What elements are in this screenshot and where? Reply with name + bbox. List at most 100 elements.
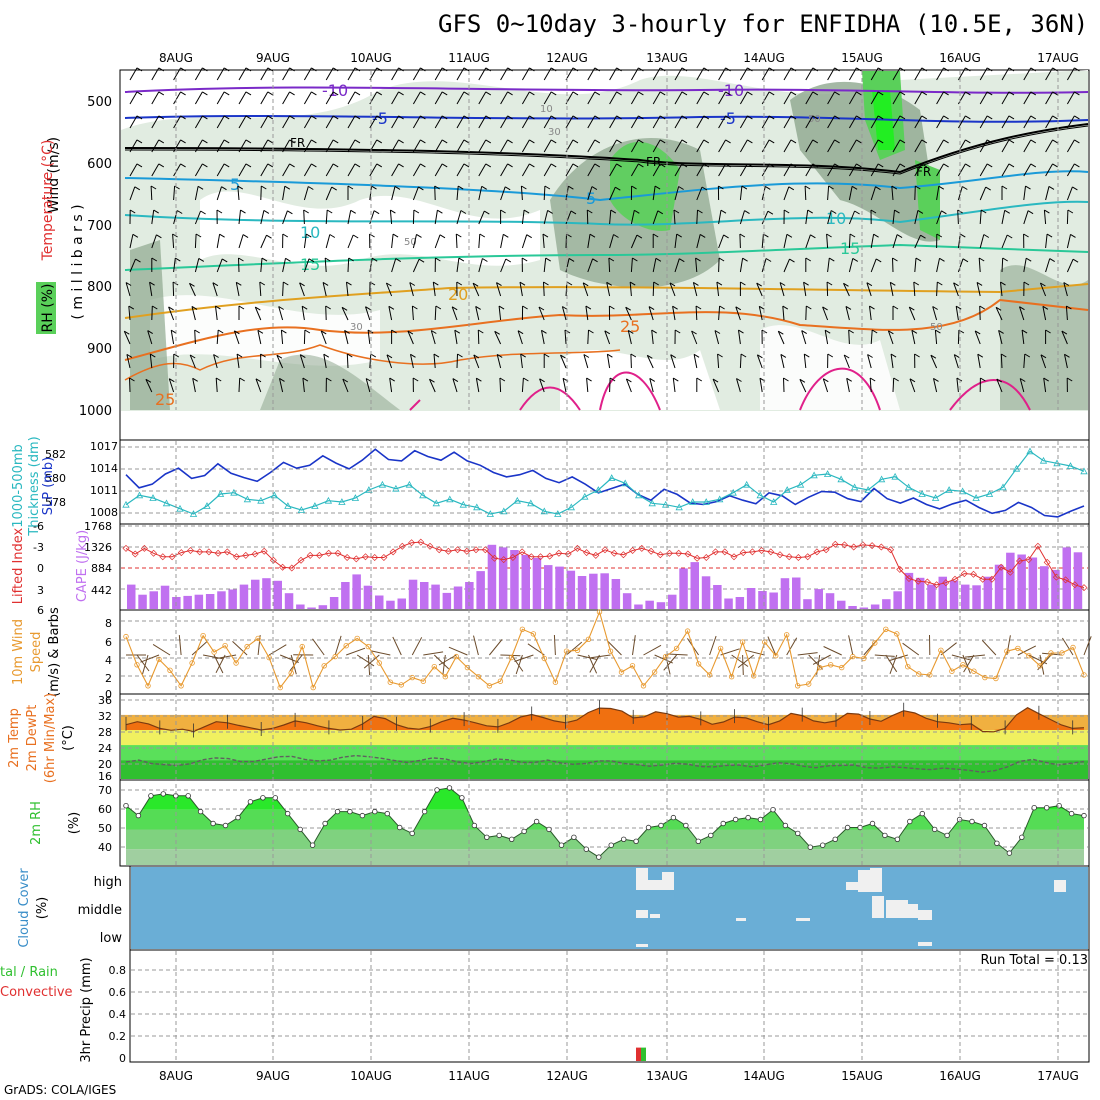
wind-barb [151, 305, 153, 321]
slp-line [125, 448, 1085, 518]
wind-barb [391, 186, 396, 201]
wind-barb [129, 163, 138, 177]
lifted-index-point [1025, 556, 1033, 564]
wind-barb [936, 67, 945, 81]
wind-barb-flag [1025, 185, 1031, 190]
thickness-point [162, 499, 171, 507]
wind-barb-flag [965, 115, 971, 120]
wind-barb-flag [638, 91, 644, 96]
wind-barb-flag [799, 378, 806, 383]
wind-tick: 2 [105, 672, 112, 685]
wind-barb [716, 282, 720, 297]
wind-barb [652, 91, 661, 105]
cloud-block [858, 870, 872, 892]
thickness-point [1012, 464, 1021, 472]
wind-speed-point [662, 653, 669, 660]
wind-barb-flag [965, 67, 971, 72]
wind-barb-flag [937, 281, 943, 286]
wind-barb [434, 115, 443, 129]
wind-barb [475, 306, 480, 321]
wind-barb-flag [790, 67, 797, 72]
rh-point [185, 793, 191, 799]
wind-barb [609, 210, 612, 225]
wind-barb-flag [703, 163, 710, 168]
wind-barb-flag [266, 234, 272, 239]
lifted-index-point [684, 550, 692, 558]
wind-speed-point [773, 653, 779, 659]
wind-tick: 6 [105, 636, 112, 649]
wind-barb [1042, 652, 1063, 656]
wind-barb-flag [720, 209, 727, 214]
wind-barb-flag [788, 186, 795, 191]
wind-barb [745, 649, 765, 656]
wind-barb-flag [834, 67, 840, 72]
wind-barb-flag [845, 305, 852, 310]
wind-barb [325, 91, 334, 105]
wind-speed-point [255, 635, 261, 642]
wind-barb [718, 163, 727, 177]
wind-barb-flag [519, 281, 526, 286]
cape-bar [622, 593, 632, 609]
wind-speed-point [167, 667, 173, 673]
wind-barb [848, 163, 857, 177]
cape-bar [825, 593, 835, 609]
wind-barb-flag [849, 233, 856, 238]
wind-barb [940, 642, 957, 656]
thickness-point [810, 471, 818, 479]
wind-barb [674, 258, 680, 273]
wind-barb-flag [255, 306, 261, 311]
wind-barb-flag [765, 258, 772, 262]
wind-barb [964, 654, 985, 658]
wind-barb-flag [826, 233, 832, 238]
lifted-index-point [242, 551, 250, 559]
wind-barb-flag [433, 353, 440, 358]
wind-barb-flag [420, 91, 426, 96]
wind-barb [260, 91, 269, 105]
rh-point [546, 826, 552, 833]
wind-barb-flag [572, 115, 579, 120]
wind-barb [848, 67, 857, 81]
wind-barb [892, 115, 901, 129]
wind-speed-point [850, 653, 856, 660]
wind-barb-flag [311, 115, 317, 120]
wind-barb [521, 67, 530, 81]
wind-barb [756, 354, 763, 369]
cape-bar [1051, 569, 1060, 609]
wind-barb [521, 377, 524, 393]
wind-barb-flag [418, 186, 424, 191]
rh-point [409, 830, 415, 837]
rh-point [135, 812, 142, 819]
wind-barb [761, 258, 767, 273]
wind-barb [652, 186, 656, 201]
wind-barb [369, 67, 378, 81]
wind-barb-flag [245, 67, 252, 72]
lifted-index-point [159, 553, 167, 561]
wind-barb [630, 234, 638, 249]
wind-barb [1063, 282, 1068, 297]
wind-barb [979, 163, 988, 177]
wind-barb [152, 643, 171, 656]
lifted-index-point [896, 565, 904, 573]
wind-barb [761, 139, 770, 153]
wind-barb-flag [429, 378, 435, 383]
thickness-point [1080, 467, 1088, 475]
rh-point [882, 832, 888, 839]
date-label: 15AUG [841, 51, 883, 65]
wind-barb-flag [896, 234, 903, 239]
wind-barb-flag [701, 186, 708, 191]
wind-barb [805, 305, 807, 321]
rh-point [807, 844, 813, 850]
svg-text:50: 50 [404, 237, 417, 248]
thickness-point [985, 490, 994, 497]
rh-point [347, 808, 353, 815]
mb-tick: 700 [87, 219, 112, 234]
wind-barb-flag [499, 377, 506, 382]
lifted-index-point [1080, 584, 1088, 592]
wind-speed-point [508, 654, 515, 661]
wind-barb [914, 115, 923, 129]
wind-barb [430, 330, 436, 345]
wind-barb [609, 115, 618, 129]
wind-barb [173, 185, 176, 201]
wind-barb-flag [547, 209, 553, 214]
slp-tick: 1017 [90, 440, 118, 453]
